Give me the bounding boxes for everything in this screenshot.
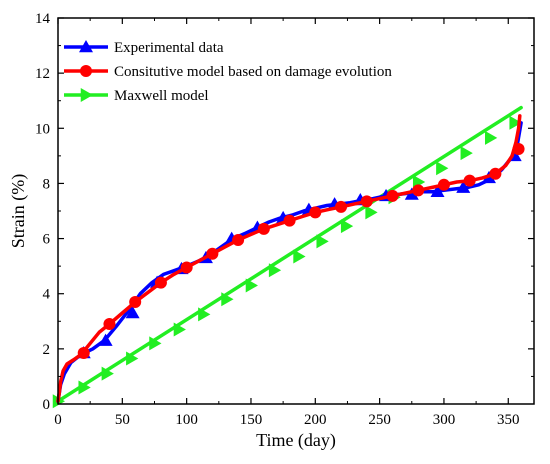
- data-point: [154, 276, 167, 289]
- data-point: [489, 167, 502, 180]
- data-point: [221, 292, 234, 307]
- y-tick-label: 8: [43, 176, 51, 192]
- data-point: [98, 333, 113, 346]
- data-point: [293, 249, 306, 264]
- y-tick-label: 14: [35, 11, 51, 27]
- legend-entry: Experimental data: [64, 40, 224, 56]
- data-point: [512, 142, 525, 155]
- data-point: [360, 195, 373, 208]
- data-point: [149, 336, 162, 351]
- data-point: [365, 205, 378, 220]
- data-point: [430, 184, 445, 197]
- data-point: [125, 306, 140, 319]
- y-tick-label: 2: [43, 342, 51, 358]
- data-point: [180, 261, 193, 274]
- data-point: [412, 184, 425, 197]
- x-tick-label: 0: [54, 412, 62, 428]
- data-point: [436, 161, 449, 176]
- legend-label: Consitutive model based on damage evolut…: [114, 64, 392, 80]
- x-tick-label: 300: [433, 412, 456, 428]
- plot-area: [52, 105, 525, 409]
- data-point: [456, 180, 471, 193]
- data-point: [340, 219, 354, 234]
- x-tick-label: 250: [368, 412, 391, 428]
- x-tick-label: 100: [175, 412, 198, 428]
- legend-label: Maxwell model: [114, 88, 209, 104]
- x-tick-label: 50: [115, 412, 130, 428]
- y-tick-label: 4: [43, 287, 51, 303]
- data-point: [309, 206, 322, 219]
- series-line: [56, 105, 523, 403]
- data-point: [206, 247, 219, 260]
- x-tick-label: 200: [304, 412, 327, 428]
- y-tick-label: 10: [35, 121, 50, 137]
- data-point: [78, 380, 91, 395]
- y-tick-label-zero: 0: [43, 397, 51, 413]
- y-axis-title: Strain (%): [8, 174, 29, 248]
- data-point: [509, 115, 522, 130]
- data-point: [460, 146, 473, 161]
- data-point: [335, 200, 348, 213]
- x-tick-label: 150: [240, 412, 263, 428]
- x-tick-label: 350: [497, 412, 520, 428]
- legend-marker: [79, 40, 93, 53]
- data-point: [232, 233, 245, 246]
- legend-label: Experimental data: [114, 40, 224, 56]
- data-point: [103, 318, 116, 331]
- data-point: [257, 222, 270, 235]
- data-point: [101, 366, 114, 381]
- axes: 0 50 100 150 200 250 300 350 2 4 6 8 10 12 14 0: [35, 11, 535, 428]
- data-point: [126, 351, 139, 366]
- legend-marker: [80, 65, 92, 77]
- data-point: [268, 263, 282, 278]
- data-point: [386, 189, 399, 202]
- series-consitutive-model-based-on-damage-evolution: [56, 114, 525, 403]
- x-axis-title: Time (day): [256, 430, 336, 451]
- data-point: [485, 130, 498, 145]
- data-point: [77, 346, 90, 359]
- data-point: [245, 278, 258, 293]
- data-point: [437, 178, 450, 191]
- legend-entry: Maxwell model: [64, 88, 209, 104]
- data-point: [198, 307, 211, 322]
- y-tick-label: 6: [43, 232, 51, 248]
- data-point: [316, 234, 329, 249]
- series-maxwell-model: [52, 105, 523, 409]
- data-point: [173, 322, 186, 337]
- legend-entry: Consitutive model based on damage evolut…: [64, 64, 392, 80]
- legend-marker: [80, 88, 93, 102]
- legend: Experimental data Consitutive model based…: [64, 40, 392, 104]
- data-point: [129, 295, 142, 308]
- data-point: [283, 214, 296, 227]
- data-point: [463, 174, 476, 187]
- y-tick-label: 12: [35, 66, 50, 82]
- data-point: [404, 187, 419, 200]
